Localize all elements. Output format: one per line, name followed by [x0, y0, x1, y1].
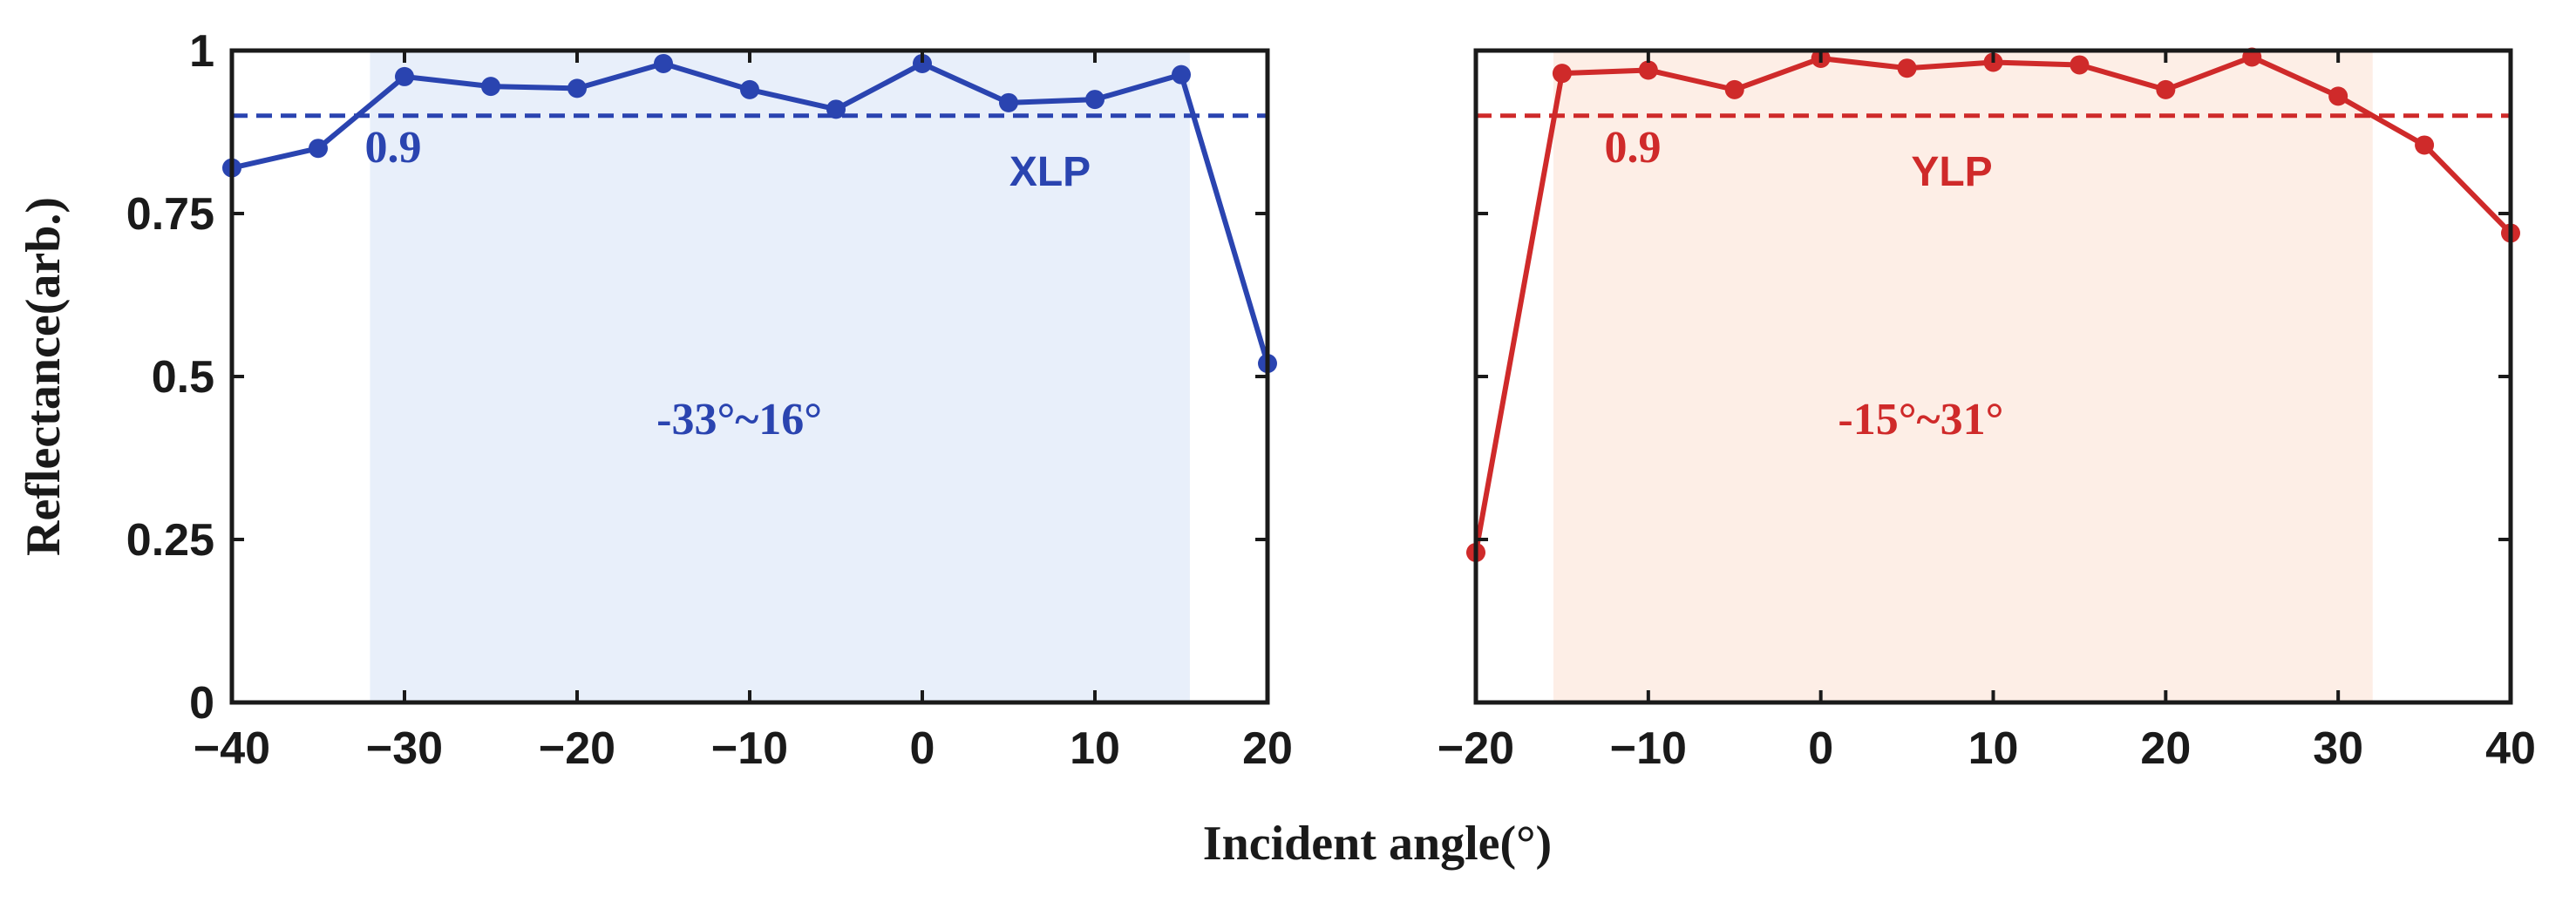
left-panel: −40 −30 −20 −10 0 10 20 0 0.25 0.5 0.75 1 0.9 XLP -33°… — [126, 26, 1293, 774]
highlight-band — [370, 51, 1190, 702]
x-tick-label: 10 — [1968, 723, 2019, 774]
x-tick-label: 0 — [1808, 723, 1833, 774]
x-tick-label: 20 — [2140, 723, 2191, 774]
polarization-label: YLP — [1911, 149, 1992, 195]
x-tick-label: −20 — [1438, 723, 1514, 774]
y-axis-title: Reflectance(arb.) — [17, 197, 71, 556]
data-point — [2156, 79, 2176, 99]
x-tick-label: 10 — [1070, 723, 1120, 774]
right-panel: −20 −10 0 10 20 30 40 0.9 YLP -15°~31° — [1438, 47, 2536, 774]
x-tick-label: −10 — [1610, 723, 1687, 774]
highlight-band — [1553, 51, 2373, 702]
data-point — [395, 66, 414, 86]
data-point — [1552, 64, 1572, 84]
range-label: -33°~16° — [656, 395, 822, 444]
data-point — [568, 78, 587, 98]
x-tick-label: 40 — [2485, 723, 2536, 774]
y-tick-label: 0 — [189, 678, 214, 729]
y-tick-label: 1 — [189, 26, 214, 77]
data-point — [740, 79, 759, 99]
y-tick-label: 0.75 — [126, 189, 214, 240]
data-point — [2328, 86, 2348, 106]
x-tick-label: 0 — [910, 723, 935, 774]
data-point — [1724, 79, 1744, 99]
x-tick-label: −20 — [539, 723, 615, 774]
data-point — [481, 77, 500, 97]
data-point — [1638, 60, 1658, 80]
data-point — [1172, 64, 1191, 85]
data-point — [999, 92, 1018, 112]
data-point — [2415, 135, 2435, 155]
x-tick-label: −40 — [194, 723, 270, 774]
x-axis-title: Incident angle(°) — [1203, 817, 1552, 871]
y-tick-label: 0.5 — [152, 352, 214, 403]
data-point — [654, 53, 673, 73]
threshold-label: 0.9 — [1605, 123, 1662, 173]
data-point — [1085, 90, 1104, 110]
range-label: -15°~31° — [1838, 395, 2003, 444]
x-tick-label: −30 — [366, 723, 443, 774]
x-tick-label: −10 — [711, 723, 788, 774]
x-tick-label: 30 — [2313, 723, 2363, 774]
data-point — [309, 139, 328, 159]
data-point — [2070, 55, 2090, 75]
data-point — [913, 53, 932, 73]
data-point — [826, 99, 846, 119]
polarization-label: XLP — [1009, 149, 1091, 195]
x-tick-label: 20 — [1242, 723, 1293, 774]
y-tick-label: 0.25 — [126, 515, 214, 566]
data-point — [1897, 58, 1917, 78]
threshold-label: 0.9 — [365, 123, 422, 173]
